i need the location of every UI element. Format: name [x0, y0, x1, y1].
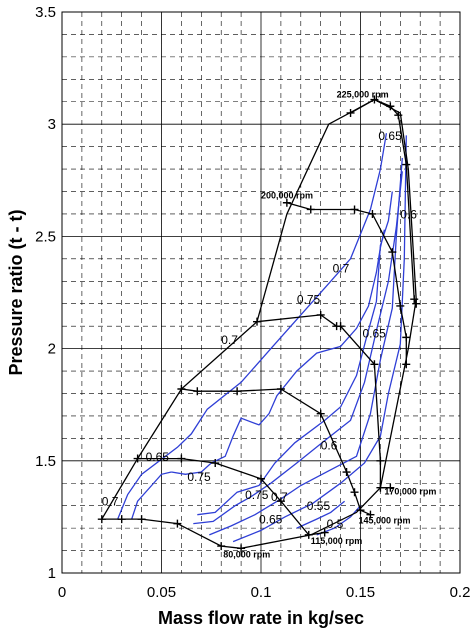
speed-label: 145,000 rpm — [359, 516, 411, 526]
speed-point — [320, 528, 329, 537]
speed-point — [97, 515, 106, 524]
speed-point — [368, 209, 377, 218]
speed-label: 170,000 rpm — [384, 486, 436, 496]
efficiency-contour-3 — [197, 191, 393, 516]
speed-point — [370, 95, 379, 104]
efficiency-label: 0.6 — [321, 439, 338, 453]
speed-point — [336, 322, 345, 331]
speed-point — [117, 515, 126, 524]
efficiency-label: 0.75 — [245, 488, 269, 502]
efficiency-contour-2 — [171, 229, 386, 475]
x-tick-label: 0 — [58, 584, 66, 601]
speed-point — [276, 384, 285, 393]
speed-point — [410, 295, 419, 304]
efficiency-contour-1 — [131, 471, 172, 520]
speed-lines — [97, 95, 421, 553]
speed-point — [304, 530, 313, 539]
y-axis-title: Pressure ratio (t - t) — [6, 209, 26, 375]
speed-point — [350, 488, 359, 497]
speed-label: 80,000 rpm — [223, 549, 270, 559]
surge-line — [101, 101, 371, 520]
speed-point — [177, 454, 186, 463]
speed-point — [276, 497, 285, 506]
y-tick-label: 3.5 — [35, 4, 56, 21]
y-tick-label: 2 — [48, 341, 56, 358]
speed-point — [412, 299, 421, 308]
efficiency-label: 0.75 — [297, 293, 321, 307]
speed-point — [193, 387, 202, 396]
y-tick-label: 1 — [48, 565, 56, 582]
efficiency-contour-0 — [117, 133, 388, 520]
x-tick-labels: 0 0.05 0.1 0.15 0.2 — [58, 584, 471, 601]
speed-point — [386, 102, 395, 111]
plot-frame — [61, 11, 461, 574]
x-tick-label: 0.1 — [251, 584, 272, 601]
speed-point — [306, 205, 315, 214]
speed-point — [376, 456, 385, 465]
speed-point — [346, 108, 355, 117]
efficiency-label: 0.65 — [259, 513, 283, 527]
speed-point — [316, 310, 325, 319]
y-tick-label: 3 — [48, 116, 56, 133]
speed-label: 115,000 rpm — [311, 536, 363, 546]
speed-point — [388, 248, 397, 257]
efficiency-label: 0.7 — [102, 495, 119, 509]
choke-line — [240, 98, 417, 549]
efficiency-label: 0.55 — [307, 499, 331, 513]
speed-point — [350, 205, 359, 214]
speed-point — [282, 198, 291, 207]
speed-point — [217, 542, 226, 551]
speed-point — [342, 468, 351, 477]
speed-point — [376, 483, 385, 492]
speed-point — [402, 160, 411, 169]
y-tick-label: 2.5 — [35, 228, 56, 245]
speed-line-0 — [101, 518, 242, 549]
efficiency-label: 0.75 — [187, 470, 211, 484]
chart-labels: 0.650.60.70.650.750.70.70.650.750.75 0.70… — [102, 89, 437, 559]
speed-point — [386, 483, 395, 492]
efficiency-label: 0.7 — [221, 333, 238, 347]
speed-point — [173, 519, 182, 528]
speed-point — [237, 544, 246, 553]
speed-point — [133, 454, 142, 463]
efficiency-label: 0.7 — [271, 490, 288, 504]
x-tick-label: 0.05 — [147, 584, 176, 601]
efficiency-label: 0.6 — [400, 207, 417, 221]
speed-line-4 — [286, 202, 407, 365]
efficiency-label: 0.5 — [327, 517, 344, 531]
speed-label: 225,000 rpm — [337, 89, 389, 99]
speed-point — [370, 360, 379, 369]
speed-point — [394, 111, 403, 120]
efficiency-contour-4 — [193, 171, 403, 525]
speed-line-1 — [137, 457, 325, 536]
x-axis-title: Mass flow rate in kg/sec — [158, 608, 364, 628]
efficiency-label: 0.7 — [333, 261, 350, 275]
speed-point — [356, 506, 365, 515]
speed-point — [257, 474, 265, 483]
x-tick-label: 0.2 — [450, 584, 471, 601]
speed-point — [177, 384, 186, 393]
speed-point — [366, 510, 375, 519]
speed-point — [233, 387, 242, 396]
speed-point — [253, 317, 262, 326]
speed-point — [396, 301, 405, 310]
efficiency-label: 0.65 — [378, 129, 402, 143]
grid — [62, 12, 460, 573]
efficiency-contour-7 — [296, 500, 346, 529]
efficiency-contour-5 — [209, 157, 403, 536]
efficiency-label: 0.65 — [146, 450, 170, 464]
speed-point — [402, 333, 411, 342]
efficiency-label: 0.65 — [362, 326, 386, 340]
speed-point — [211, 459, 220, 468]
speed-point — [316, 409, 325, 418]
speed-point — [402, 360, 411, 369]
y-tick-labels: 1 1.5 2 2.5 3 3.5 — [35, 4, 56, 582]
x-tick-label: 0.15 — [346, 584, 375, 601]
y-tick-label: 1.5 — [35, 453, 56, 470]
efficiency-contour-8 — [316, 505, 361, 536]
speed-point — [137, 515, 146, 524]
speed-label: 200,000 rpm — [261, 190, 313, 200]
speed-line-3 — [256, 314, 391, 489]
